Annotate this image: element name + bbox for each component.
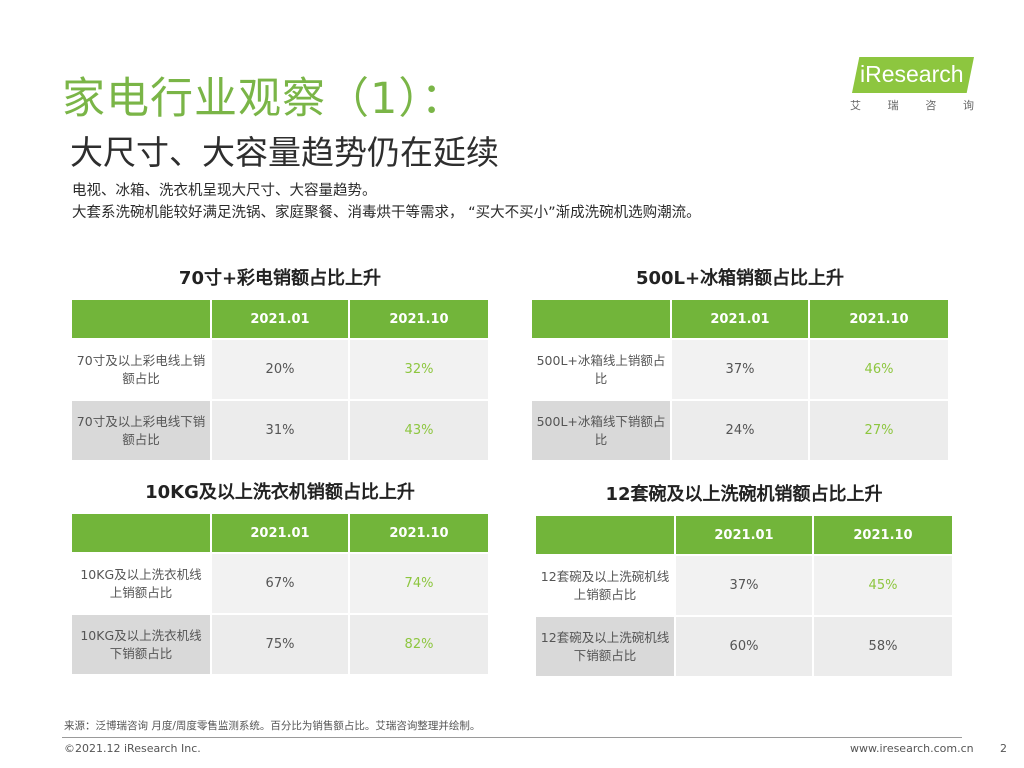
footer-divider xyxy=(62,737,962,738)
tv-table-title: 70寸+彩电销额占比上升 xyxy=(178,268,382,289)
table-row: 12套碗及以上洗碗机线下销额占比 60% 58% xyxy=(536,615,952,676)
copyright: ©2021.12 iResearch Inc. xyxy=(64,742,201,755)
table-row: 500L+冰箱线下销额占比 24% 27% xyxy=(532,399,948,460)
table-header-row: 2021.01 2021.10 xyxy=(72,300,488,338)
source-note: 来源：泛博瑞咨询 月度/周度零售监测系统。百分比为销售额占比。艾瑞咨询整理并绘制… xyxy=(64,720,481,732)
row-label: 10KG及以上洗衣机线下销额占比 xyxy=(72,613,212,674)
column-header: 2021.10 xyxy=(810,300,948,338)
column-header: 2021.01 xyxy=(212,300,350,338)
value-2021-01: 60% xyxy=(676,615,814,676)
value-2021-01: 37% xyxy=(676,554,814,615)
iresearch-logo: iResearch 艾 瑞 咨 询 xyxy=(846,55,976,115)
table-row: 500L+冰箱线上销额占比 37% 46% xyxy=(532,338,948,399)
table-row: 10KG及以上洗衣机线下销额占比 75% 82% xyxy=(72,613,488,674)
value-2021-01: 75% xyxy=(212,613,350,674)
value-2021-10: 58% xyxy=(814,615,952,676)
page-number: 2 xyxy=(1000,742,1007,755)
row-label: 10KG及以上洗衣机线上销额占比 xyxy=(72,552,212,613)
row-label: 500L+冰箱线下销额占比 xyxy=(532,399,672,460)
value-2021-10: 74% xyxy=(350,552,488,613)
dishwasher-table-title: 12套碗及以上洗碗机销额占比上升 xyxy=(605,484,883,505)
value-2021-10: 43% xyxy=(350,399,488,460)
table-row: 70寸及以上彩电线下销额占比 31% 43% xyxy=(72,399,488,460)
column-header: 2021.10 xyxy=(350,300,488,338)
row-label: 12套碗及以上洗碗机线上销额占比 xyxy=(536,554,676,615)
column-header: 2021.01 xyxy=(672,300,810,338)
value-2021-01: 20% xyxy=(212,338,350,399)
logo-char: 询 xyxy=(962,99,974,112)
value-2021-10: 27% xyxy=(810,399,948,460)
table-row: 10KG及以上洗衣机线上销额占比 67% 74% xyxy=(72,552,488,613)
column-header xyxy=(72,300,212,338)
description: 电视、冰箱、洗衣机呈现大尺寸、大容量趋势。 大套系洗碗机能较好满足洗锅、家庭聚餐… xyxy=(72,180,701,224)
table-header-row: 2021.01 2021.10 xyxy=(532,300,948,338)
value-2021-01: 37% xyxy=(672,338,810,399)
table-header-row: 2021.01 2021.10 xyxy=(72,514,488,552)
column-header xyxy=(536,516,676,554)
table-row: 12套碗及以上洗碗机线上销额占比 37% 45% xyxy=(536,554,952,615)
column-header: 2021.01 xyxy=(212,514,350,552)
row-label: 70寸及以上彩电线下销额占比 xyxy=(72,399,212,460)
row-label: 12套碗及以上洗碗机线下销额占比 xyxy=(536,615,676,676)
logo-char: 瑞 xyxy=(887,99,899,112)
logo-badge xyxy=(852,57,974,93)
fridge-table-title: 500L+冰箱销额占比上升 xyxy=(635,268,845,289)
page-title: 家电行业观察（1）： xyxy=(62,74,465,124)
value-2021-10: 45% xyxy=(814,554,952,615)
value-2021-01: 24% xyxy=(672,399,810,460)
fridge-table: 2021.01 2021.10 500L+冰箱线上销额占比 37% 46% 50… xyxy=(532,300,948,460)
value-2021-10: 82% xyxy=(350,613,488,674)
row-label: 70寸及以上彩电线上销额占比 xyxy=(72,338,212,399)
dishwasher-table: 2021.01 2021.10 12套碗及以上洗碗机线上销额占比 37% 45%… xyxy=(536,516,952,676)
table-header-row: 2021.01 2021.10 xyxy=(536,516,952,554)
value-2021-01: 67% xyxy=(212,552,350,613)
logo-text: iResearch xyxy=(860,61,964,87)
washer-table: 2021.01 2021.10 10KG及以上洗衣机线上销额占比 67% 74%… xyxy=(72,514,488,674)
column-header: 2021.10 xyxy=(814,516,952,554)
description-line-2: 大套系洗碗机能较好满足洗锅、家庭聚餐、消毒烘干等需求， “买大不买小”渐成洗碗机… xyxy=(72,205,701,221)
value-2021-10: 46% xyxy=(810,338,948,399)
page-subtitle: 大尺寸、大容量趋势仍在延续 xyxy=(70,133,499,172)
table-row: 70寸及以上彩电线上销额占比 20% 32% xyxy=(72,338,488,399)
column-header: 2021.10 xyxy=(350,514,488,552)
tv-table: 2021.01 2021.10 70寸及以上彩电线上销额占比 20% 32% 7… xyxy=(72,300,488,460)
column-header xyxy=(532,300,672,338)
column-header xyxy=(72,514,212,552)
description-line-1: 电视、冰箱、洗衣机呈现大尺寸、大容量趋势。 xyxy=(72,183,377,199)
website-link: www.iresearch.com.cn xyxy=(850,742,974,755)
logo-char: 艾 xyxy=(850,99,861,112)
value-2021-10: 32% xyxy=(350,338,488,399)
logo-char: 咨 xyxy=(925,99,937,112)
value-2021-01: 31% xyxy=(212,399,350,460)
column-header: 2021.01 xyxy=(676,516,814,554)
washer-table-title: 10KG及以上洗衣机销额占比上升 xyxy=(145,482,415,503)
logo-subtitle: 艾 瑞 咨 询 xyxy=(850,97,974,113)
row-label: 500L+冰箱线上销额占比 xyxy=(532,338,672,399)
